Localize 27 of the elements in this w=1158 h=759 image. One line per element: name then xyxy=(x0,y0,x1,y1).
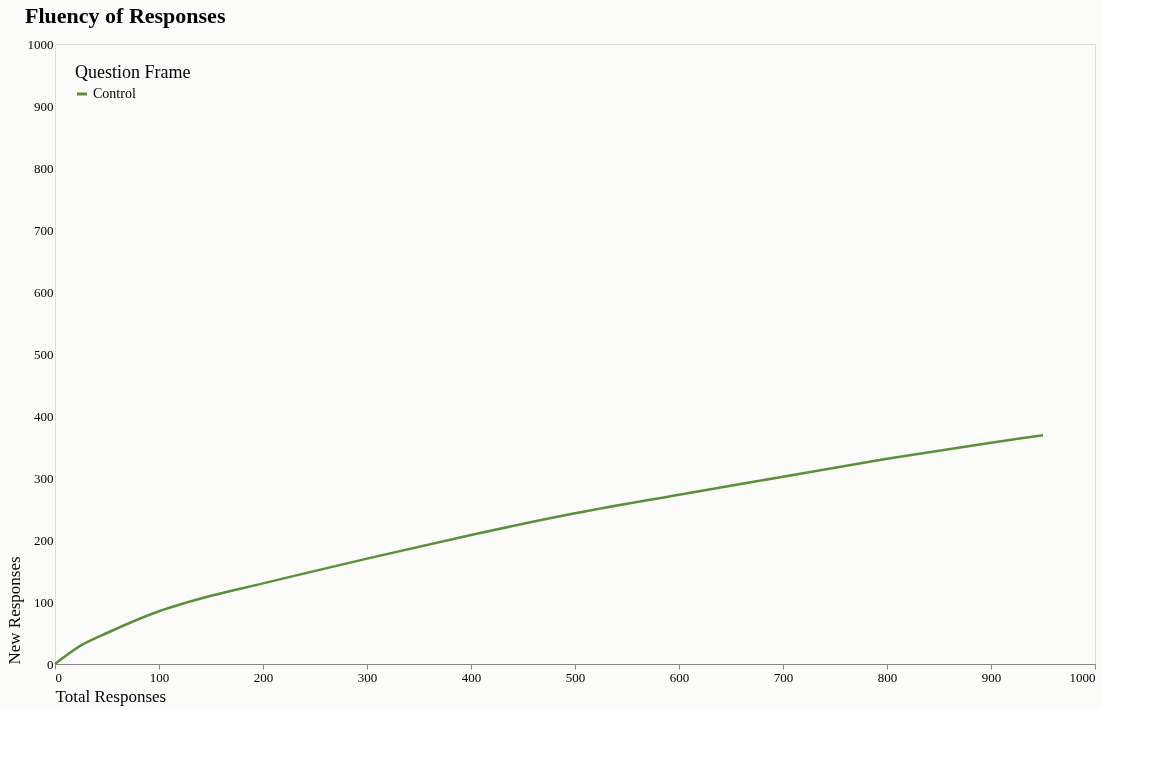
y-tick-label: 1000 xyxy=(27,36,54,52)
x-tick-label: 700 xyxy=(773,669,794,685)
y-tick-label: 700 xyxy=(34,222,54,238)
x-tick-label: 600 xyxy=(669,669,690,685)
x-tick-label: 900 xyxy=(981,669,1002,685)
y-axis-title: New Responses xyxy=(4,556,24,665)
line-series xyxy=(53,433,1045,666)
x-tick-label: 800 xyxy=(877,669,898,685)
y-tick-label: 400 xyxy=(34,408,54,424)
y-tick-label: 800 xyxy=(34,160,54,176)
chart-title: Fluency of Responses xyxy=(25,3,226,28)
y-tick-label: 900 xyxy=(34,98,54,114)
y-tick-label: 600 xyxy=(34,284,54,300)
y-tick-label: 300 xyxy=(34,470,54,486)
y-tick-label: 0 xyxy=(47,656,54,672)
x-tick-label: 100 xyxy=(149,669,170,685)
legend-title: Question Frame xyxy=(75,62,191,82)
x-tick-label: 200 xyxy=(253,669,274,685)
x-tick-label: 300 xyxy=(357,669,378,685)
y-tick-label: 100 xyxy=(34,594,54,610)
legend-label: Control xyxy=(93,86,136,101)
x-tick-label: 1000 xyxy=(1069,669,1096,685)
x-axis-title: Total Responses xyxy=(55,686,167,706)
x-tick-label: 500 xyxy=(565,669,586,685)
x-tick-label: 400 xyxy=(461,669,482,685)
y-tick-label: 500 xyxy=(34,346,54,362)
y-tick-label: 200 xyxy=(34,532,54,548)
